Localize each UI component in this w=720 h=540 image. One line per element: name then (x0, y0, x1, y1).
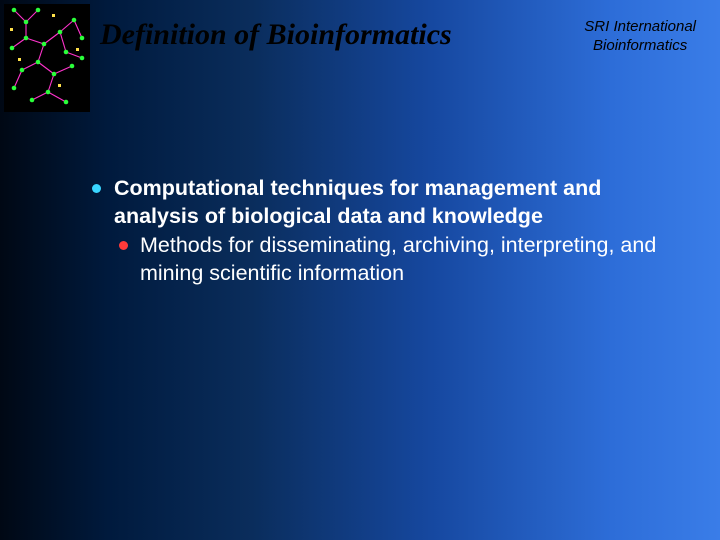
page-title: Definition of Bioinformatics (100, 18, 452, 51)
org-block: SRI International Bioinformatics (584, 18, 696, 56)
org-line-1: SRI International (584, 18, 696, 37)
header: Definition of Bioinformatics SRI Interna… (100, 18, 696, 56)
org-line-2: Bioinformatics (584, 37, 696, 56)
bullet-bold-prefix: Computational techniques for management … (114, 176, 601, 228)
network-icon (4, 4, 90, 112)
bullet-text: Computational techniques for management … (114, 176, 601, 228)
sub-bullet-text: Methods for disseminating, archiving, in… (140, 233, 656, 285)
bullet-level-1: Computational techniques for management … (92, 175, 690, 230)
slide-body: Computational techniques for management … (92, 175, 690, 287)
bullet-level-2: Methods for disseminating, archiving, in… (116, 232, 690, 287)
logo-pathway-graphic (4, 4, 90, 112)
